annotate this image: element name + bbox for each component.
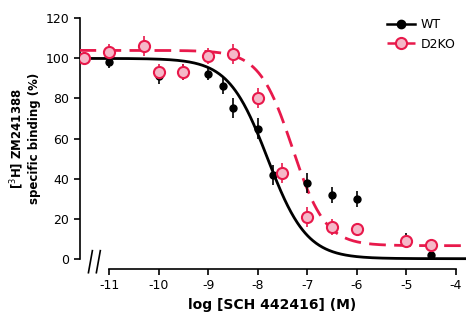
Y-axis label: [$^{3}$H] ZM241388
specific binding (%): [$^{3}$H] ZM241388 specific binding (%): [9, 73, 41, 204]
X-axis label: log [SCH 442416] (M): log [SCH 442416] (M): [189, 298, 357, 312]
Legend: WT, D2KO: WT, D2KO: [383, 15, 459, 54]
